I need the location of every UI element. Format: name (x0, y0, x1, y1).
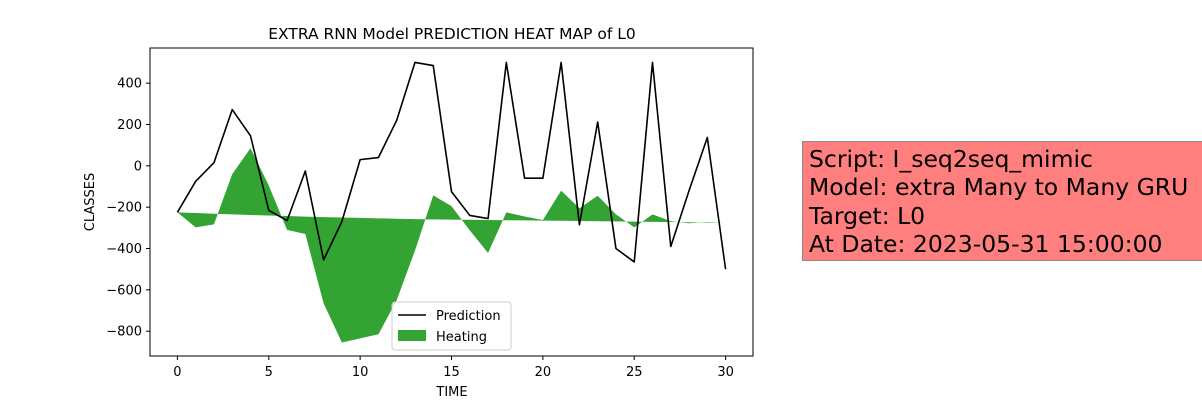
info-target-line: Target: L0 (809, 201, 926, 230)
x-tick-label: 5 (265, 365, 273, 380)
plot-area (176, 61, 727, 343)
legend-prediction-label: Prediction (436, 309, 501, 324)
info-date-line: At Date: 2023-05-31 15:00:00 (809, 229, 1163, 258)
y-tick-label: 0 (134, 159, 142, 174)
legend-heating-swatch (398, 330, 426, 341)
y-tick-label: 400 (117, 77, 142, 92)
x-axis-label: TIME (435, 385, 467, 400)
y-tick-label: −200 (106, 201, 142, 216)
info-box: Script: I_seq2seq_mimic Model: extra Man… (802, 141, 1202, 261)
y-axis-ticks: −800 −600 −400 −200 0 200 400 (106, 77, 150, 340)
x-tick-label: 15 (443, 365, 460, 380)
prediction-line-layer (176, 61, 727, 270)
y-tick-label: 200 (117, 118, 142, 133)
y-tick-label: −400 (106, 242, 142, 257)
prediction-line (176, 61, 727, 270)
x-tick-label: 10 (352, 365, 369, 380)
y-axis-label: CLASSES (83, 173, 98, 231)
legend: Prediction Heating (391, 301, 512, 351)
y-tick-label: −600 (106, 283, 142, 298)
x-tick-label: 25 (626, 365, 643, 380)
chart-title: EXTRA RNN Model PREDICTION HEAT MAP of L… (268, 25, 636, 43)
info-script-line: Script: I_seq2seq_mimic (809, 145, 1093, 173)
info-model-line: Model: extra Many to Many GRU (809, 173, 1189, 202)
legend-heating-label: Heating (436, 330, 487, 345)
x-tick-label: 0 (173, 365, 181, 380)
x-axis-ticks: 0 5 10 15 20 25 30 (173, 356, 734, 380)
x-tick-label: 30 (717, 365, 734, 380)
x-tick-label: 20 (535, 365, 552, 380)
y-tick-label: −800 (106, 325, 142, 340)
